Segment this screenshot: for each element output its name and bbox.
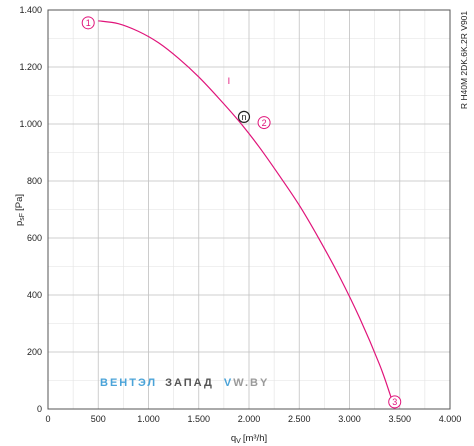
watermark-part5: W.BY — [233, 377, 269, 389]
watermark: ВЕНТЭЛ ЗАПАД VW.BY — [100, 377, 269, 389]
point-marker-circle — [81, 16, 95, 30]
x-tick-label: 3.000 — [338, 414, 361, 424]
x-tick-label: 4.000 — [439, 414, 462, 424]
curve-annotation: I — [228, 76, 231, 86]
y-tick-label: 600 — [27, 233, 42, 243]
y-tick-label: 400 — [27, 290, 42, 300]
x-tick-label: 1.000 — [137, 414, 160, 424]
point-marker-label: 3 — [392, 397, 397, 407]
watermark-part4: V — [224, 377, 233, 389]
y-tick-label: 200 — [27, 347, 42, 357]
watermark-part2: ЭЛ — [138, 377, 157, 389]
plot-frame — [47, 9, 451, 410]
x-tick-label: 3.500 — [388, 414, 411, 424]
x-axis-title: qV [m³/h] — [231, 433, 267, 445]
model-code-label: R H40M 2DK.6K.2R V901 — [459, 11, 469, 110]
point-marker-label: 1 — [86, 18, 91, 28]
point-marker-label: 2 — [262, 118, 267, 128]
point-marker-circle — [257, 116, 271, 130]
x-tick-label: 500 — [91, 414, 106, 424]
y-tick-label: 800 — [27, 176, 42, 186]
y-tick-label: 1.200 — [19, 62, 42, 72]
markers-layer: 1 2 3 n I — [81, 16, 402, 409]
y-tick-label: 1.000 — [19, 119, 42, 129]
watermark-part1: ВЕНТ — [100, 377, 138, 389]
x-tick-label: 2.000 — [238, 414, 261, 424]
operating-point-circle — [237, 110, 251, 123]
operating-point-label: n — [241, 112, 246, 122]
x-tick-label: 0 — [45, 414, 50, 424]
point-marker-circle — [388, 395, 402, 409]
watermark-part3: ЗАПАД — [165, 377, 214, 389]
series-line — [98, 20, 396, 410]
x-tick-labels: 0 500 1.000 1.500 2.000 2.500 3.000 3.500 4.000 — [45, 414, 461, 424]
y-axis-title: psF[Pa] — [14, 194, 26, 226]
y-tick-labels: 0 200 400 600 800 1.000 1.200 1.400 — [19, 5, 42, 414]
series-layer — [98, 20, 396, 410]
y-tick-label: 1.400 — [19, 5, 42, 15]
x-tick-label: 1.500 — [187, 414, 210, 424]
x-tick-label: 2.500 — [288, 414, 311, 424]
y-tick-label: 0 — [37, 404, 42, 414]
